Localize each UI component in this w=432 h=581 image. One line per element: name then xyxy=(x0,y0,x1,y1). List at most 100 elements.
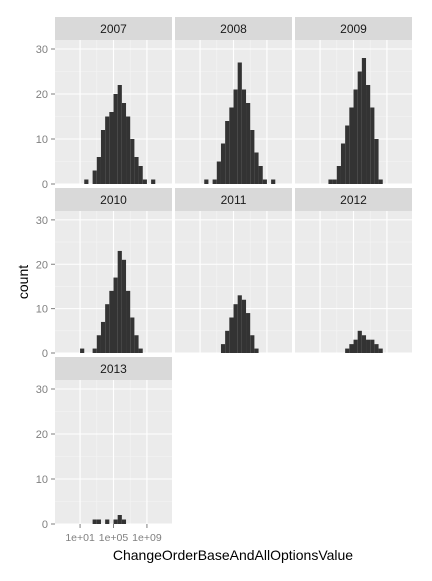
histogram-bar xyxy=(328,179,333,184)
histogram-bar xyxy=(134,157,139,184)
histogram-bar xyxy=(204,179,209,184)
histogram-bar xyxy=(100,130,106,184)
histogram-bar xyxy=(336,166,341,184)
x-tick-label: 1e+01 xyxy=(65,532,95,544)
histogram-bar xyxy=(237,62,242,184)
histogram-bar xyxy=(142,179,147,184)
histogram-bar xyxy=(134,335,139,353)
histogram-bar xyxy=(361,335,367,353)
histogram-bar xyxy=(113,519,118,524)
x-axis-title: ChangeOrderBaseAndAllOptionsValue xyxy=(113,547,353,563)
histogram-bar xyxy=(105,304,110,353)
histogram-bar xyxy=(109,112,114,184)
y-tick-label: 20 xyxy=(36,89,48,101)
histogram-bar xyxy=(225,330,230,353)
histogram-bar xyxy=(250,130,255,184)
histogram-bar xyxy=(109,290,114,353)
facet-strip-2011 xyxy=(175,188,292,211)
histogram-bar xyxy=(233,89,238,184)
y-tick-label: 0 xyxy=(42,179,48,191)
histogram-bar xyxy=(349,344,354,353)
histogram-bar xyxy=(121,103,127,184)
histogram-bar xyxy=(254,152,259,184)
histogram-bar xyxy=(366,339,371,353)
y-tick-label: 0 xyxy=(42,519,48,531)
facet-strip-label-2012: 2012 xyxy=(340,193,367,207)
facet-strip-2010 xyxy=(55,188,172,211)
histogram-bar xyxy=(378,179,383,184)
histogram-bar xyxy=(361,58,367,184)
histogram-bar xyxy=(229,107,234,184)
histogram-bar xyxy=(96,157,101,184)
y-tick-label: 20 xyxy=(36,259,48,271)
histogram-bar xyxy=(96,335,101,353)
histogram-bar xyxy=(345,348,350,353)
histogram-bar xyxy=(216,161,221,184)
y-tick-label: 10 xyxy=(36,134,48,146)
histogram-bar xyxy=(353,339,358,353)
y-tick-label: 30 xyxy=(36,384,48,396)
y-tick-label: 10 xyxy=(36,304,48,316)
histogram-bar xyxy=(366,85,371,184)
histogram-bar xyxy=(220,143,226,184)
histogram-bar xyxy=(229,317,234,353)
histogram-bar xyxy=(340,143,346,184)
x-tick-label: 1e+09 xyxy=(132,532,162,544)
histogram-bar xyxy=(105,116,110,184)
facet-strip-label-2009: 2009 xyxy=(340,22,367,36)
histogram-bar xyxy=(117,250,122,353)
histogram-bar xyxy=(117,515,122,524)
histogram-bar xyxy=(258,166,263,184)
histogram-bar xyxy=(100,321,106,353)
facet-strip-2013 xyxy=(55,357,172,380)
histogram-bar xyxy=(212,179,217,184)
histogram-bar xyxy=(241,299,247,353)
histogram-bar xyxy=(353,89,358,184)
histogram-bar xyxy=(271,179,276,184)
histogram-bar xyxy=(246,313,251,353)
histogram-bar xyxy=(246,103,251,184)
histogram-bar xyxy=(130,139,135,184)
x-tick-label: 1e+05 xyxy=(99,532,129,544)
histogram-bar xyxy=(233,304,238,353)
histogram-bar xyxy=(84,179,89,184)
histogram-bar xyxy=(370,339,375,353)
y-tick-label: 30 xyxy=(36,215,48,227)
facet-strip-label-2010: 2010 xyxy=(100,193,127,207)
histogram-bar xyxy=(262,179,267,184)
facet-strip-label-2008: 2008 xyxy=(220,22,247,36)
facet-strip-2009 xyxy=(295,17,412,40)
facet-strip-label-2011: 2011 xyxy=(221,193,247,207)
histogram-bar xyxy=(241,89,247,184)
histogram-bar xyxy=(121,519,127,524)
histogram-bar xyxy=(374,139,379,184)
facet-strip-2008 xyxy=(175,17,292,40)
facet-strip-2012 xyxy=(295,188,412,211)
histogram-bar xyxy=(345,125,350,184)
histogram-bar xyxy=(121,259,127,353)
histogram-bar xyxy=(92,519,97,524)
histogram-bar xyxy=(113,94,118,184)
histogram-bar xyxy=(332,179,337,184)
histogram-bar xyxy=(96,519,101,524)
histogram-bar xyxy=(126,290,131,353)
histogram-bar xyxy=(92,170,97,184)
histogram-bar xyxy=(126,116,131,184)
facet-strip-label-2013: 2013 xyxy=(100,362,127,376)
histogram-bar xyxy=(130,317,135,353)
histogram-bar xyxy=(151,179,156,184)
facet-strip-2007 xyxy=(55,17,172,40)
y-tick-label: 30 xyxy=(36,44,48,56)
histogram-bar xyxy=(254,348,259,353)
histogram-bar xyxy=(370,107,375,184)
histogram-bar xyxy=(92,348,97,353)
histogram-bar xyxy=(250,335,255,353)
facet-strip-label-2007: 2007 xyxy=(100,22,127,36)
y-tick-label: 0 xyxy=(42,348,48,360)
histogram-bar xyxy=(113,277,118,353)
histogram-bar xyxy=(220,344,226,353)
histogram-bar xyxy=(237,295,242,353)
y-tick-label: 20 xyxy=(36,429,48,441)
